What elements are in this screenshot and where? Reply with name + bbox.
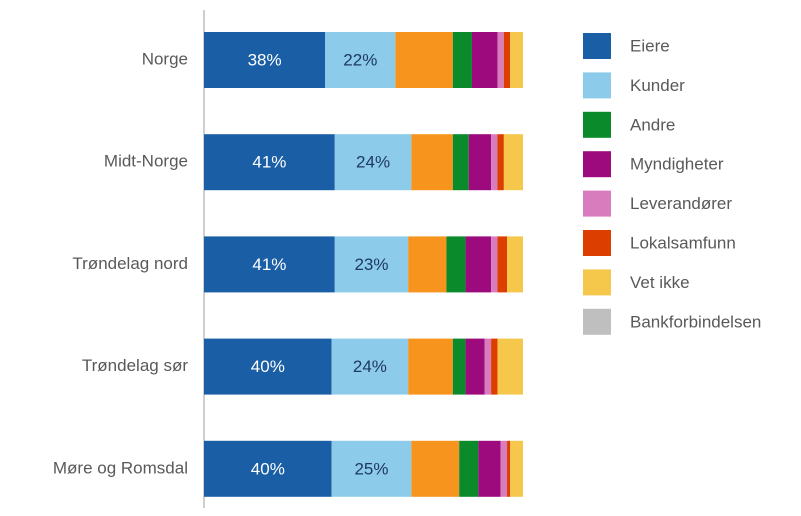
data-label: 41%	[252, 255, 286, 274]
bar-segment	[334, 134, 412, 191]
legend-swatch	[583, 269, 611, 296]
data-label: 22%	[343, 50, 377, 69]
bar-segment	[478, 440, 501, 497]
bar-segment	[331, 440, 412, 497]
bar-segment	[497, 338, 523, 395]
bar-segment	[204, 134, 335, 191]
y-tick-label: Møre og Romsdal	[53, 458, 188, 477]
legend-swatch	[583, 72, 611, 99]
bar-segment	[446, 236, 466, 293]
legend-swatch	[583, 33, 611, 59]
bar-segment	[503, 134, 523, 191]
y-tick-label: Trøndelag sør	[82, 356, 188, 375]
data-label: 40%	[251, 357, 285, 376]
legend-swatch	[583, 111, 611, 138]
bar-segment	[395, 32, 453, 88]
bar-segment	[408, 338, 453, 395]
legend-label: Bankforbindelsen	[630, 312, 761, 331]
legend-label: Lokalsamfunn	[630, 233, 736, 252]
bar-segment	[465, 338, 485, 395]
bar-segment	[497, 134, 504, 191]
legend-swatch	[583, 230, 611, 256]
bar-segment	[503, 32, 511, 88]
bar-segment	[334, 236, 409, 293]
data-label: 40%	[251, 459, 285, 478]
data-label: 25%	[354, 459, 388, 478]
y-tick-label: Midt-Norge	[104, 152, 188, 171]
bar-segment	[452, 134, 469, 191]
bar-segment	[204, 32, 326, 88]
y-tick-label: Trøndelag nord	[72, 254, 188, 273]
bar-segment	[507, 440, 511, 497]
legend-label: Eiere	[630, 36, 670, 55]
bar-segment	[497, 32, 504, 88]
bar-segment	[331, 338, 409, 395]
bar-segment	[491, 338, 498, 395]
legend-label: Leverandører	[630, 194, 732, 213]
bar-segment	[468, 134, 492, 191]
legend-label: Vet ikke	[630, 273, 690, 292]
bar-segment	[325, 32, 396, 88]
bar-segment	[510, 32, 523, 88]
data-label: 38%	[248, 50, 282, 69]
bar-segment	[491, 236, 498, 293]
bar-segment	[507, 236, 523, 293]
legend-label: Myndigheter	[630, 155, 724, 174]
y-tick-label: Norge	[142, 49, 188, 68]
bar-segment	[471, 32, 498, 88]
bar-segment	[484, 338, 492, 395]
data-label: 23%	[354, 255, 388, 274]
bar-segment	[497, 236, 508, 293]
legend-swatch	[583, 190, 611, 217]
bar-segment	[204, 236, 335, 293]
bar-segment	[500, 440, 508, 497]
bar-segment	[204, 338, 332, 395]
data-label: 24%	[353, 357, 387, 376]
data-label: 24%	[356, 153, 390, 172]
bar-segment	[408, 236, 447, 293]
data-label: 41%	[252, 153, 286, 172]
bar-segment	[411, 440, 460, 497]
bar-segment	[204, 440, 332, 497]
legend-swatch	[583, 151, 611, 178]
bar-segment	[491, 134, 498, 191]
bar-segment	[459, 440, 479, 497]
legend-swatch	[583, 308, 611, 335]
legend-label: Kunder	[630, 76, 685, 95]
bar-segment	[452, 32, 472, 88]
bar-segment	[411, 134, 453, 191]
bar-segment	[452, 338, 466, 395]
bar-segment	[465, 236, 492, 293]
legend-label: Andre	[630, 115, 675, 134]
bar-segment	[510, 440, 523, 497]
